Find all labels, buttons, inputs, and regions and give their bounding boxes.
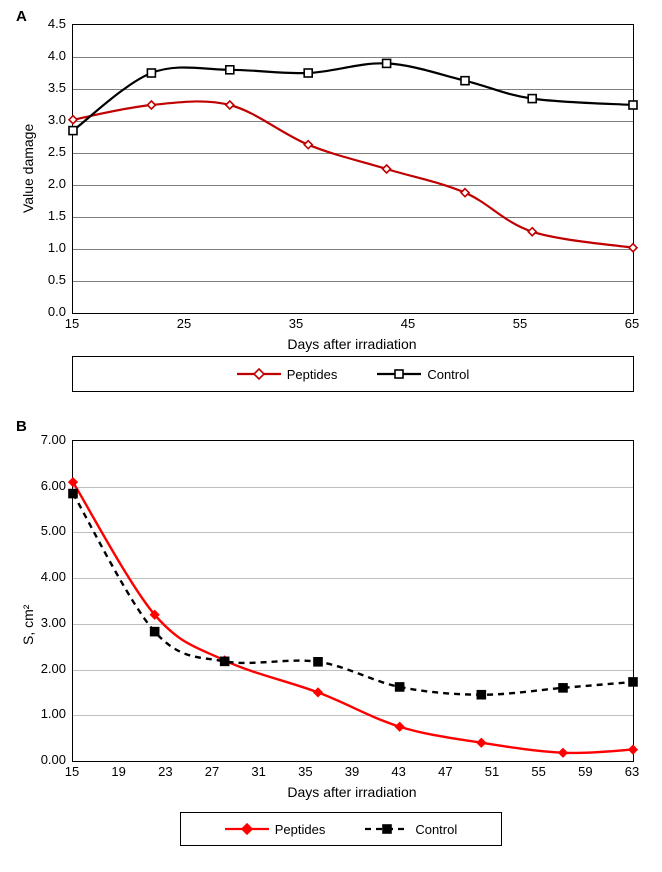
chart-a-legend-label: Control [427, 367, 469, 382]
chart-a-marker [69, 116, 77, 124]
chart-a-legend-item: Control [377, 367, 469, 382]
chart-a-marker [304, 141, 312, 149]
chart-b-x-tick-label: 31 [245, 764, 273, 779]
chart-a-y-tick-label: 4.5 [28, 16, 66, 31]
chart-a-y-axis-title: Value damage [20, 124, 36, 213]
chart-a-marker [629, 244, 637, 252]
chart-b-marker [221, 657, 229, 665]
chart-b-x-tick-label: 59 [571, 764, 599, 779]
chart-a-y-tick-label: 2.0 [28, 176, 66, 191]
chart-a-x-tick-label: 25 [170, 316, 198, 331]
chart-b-marker [314, 658, 322, 666]
chart-a-series-line [73, 101, 633, 247]
chart-b-x-tick-label: 39 [338, 764, 366, 779]
chart-b-y-tick-label: 4.00 [28, 569, 66, 584]
chart-a-x-axis-title: Days after irradiation [72, 336, 632, 352]
chart-a-marker [383, 59, 391, 67]
chart-b-y-tick-label: 1.00 [28, 706, 66, 721]
chart-b-x-tick-label: 55 [525, 764, 553, 779]
chart-b-x-axis-title: Days after irradiation [72, 784, 632, 800]
page: A Value damage Days after irradiation Pe… [0, 0, 662, 872]
chart-b-marker [559, 749, 567, 757]
chart-a-x-tick-label: 65 [618, 316, 646, 331]
chart-a-y-tick-label: 3.5 [28, 80, 66, 95]
chart-b-marker [69, 490, 77, 498]
chart-b-marker [477, 691, 485, 699]
chart-b-legend-label: Control [415, 822, 457, 837]
chart-a-marker [226, 66, 234, 74]
chart-a-marker [226, 101, 234, 109]
chart-b-x-tick-label: 43 [385, 764, 413, 779]
chart-b-y-tick-label: 3.00 [28, 615, 66, 630]
chart-b-x-tick-label: 51 [478, 764, 506, 779]
chart-a-legend-item: Peptides [237, 367, 338, 382]
chart-a-marker [528, 95, 536, 103]
chart-a-x-tick-label: 35 [282, 316, 310, 331]
chart-b-legend-swatch [225, 822, 269, 836]
chart-a-marker [69, 127, 77, 135]
panel-b-label: B [16, 418, 27, 435]
panel-a-label: A [16, 8, 27, 25]
chart-b-legend-item: Peptides [225, 822, 326, 837]
chart-a-y-tick-label: 3.0 [28, 112, 66, 127]
chart-a-y-tick-label: 1.0 [28, 240, 66, 255]
chart-a-marker [528, 228, 536, 236]
chart-b-series-line [73, 482, 633, 753]
chart-a-marker [383, 165, 391, 173]
chart-a-marker [147, 101, 155, 109]
chart-a-legend-label: Peptides [287, 367, 338, 382]
chart-b-x-tick-label: 15 [58, 764, 86, 779]
chart-a-svg [73, 25, 633, 313]
chart-b-marker [151, 628, 159, 636]
chart-a-marker [461, 77, 469, 85]
chart-b-marker [396, 683, 404, 691]
chart-a-y-tick-label: 1.5 [28, 208, 66, 223]
chart-b-legend-item: Control [365, 822, 457, 837]
chart-b-x-tick-label: 47 [431, 764, 459, 779]
chart-b-marker [559, 684, 567, 692]
chart-a-y-tick-label: 4.0 [28, 48, 66, 63]
chart-b-legend: Peptides Control [180, 812, 502, 846]
chart-a-marker [629, 101, 637, 109]
chart-b-marker [314, 688, 322, 696]
chart-b-plot-area [72, 440, 634, 762]
chart-b-y-tick-label: 2.00 [28, 661, 66, 676]
chart-a-marker [147, 69, 155, 77]
chart-b-svg [73, 441, 633, 761]
chart-b-y-tick-label: 6.00 [28, 478, 66, 493]
chart-a-legend-swatch [377, 367, 421, 381]
chart-a-plot-area [72, 24, 634, 314]
chart-a-legend: Peptides Control [72, 356, 634, 392]
chart-a-x-tick-label: 45 [394, 316, 422, 331]
chart-b-marker [477, 739, 485, 747]
chart-b-x-tick-label: 19 [105, 764, 133, 779]
chart-b-y-tick-label: 5.00 [28, 523, 66, 538]
chart-b-x-tick-label: 23 [151, 764, 179, 779]
chart-b-legend-label: Peptides [275, 822, 326, 837]
chart-b-legend-swatch [365, 822, 409, 836]
chart-a-series-line [73, 63, 633, 130]
chart-b-x-tick-label: 63 [618, 764, 646, 779]
chart-b-y-tick-label: 7.00 [28, 432, 66, 447]
chart-a-y-tick-label: 0.5 [28, 272, 66, 287]
chart-b-x-tick-label: 35 [291, 764, 319, 779]
chart-b-x-tick-label: 27 [198, 764, 226, 779]
chart-a-legend-swatch [237, 367, 281, 381]
chart-b-marker [396, 723, 404, 731]
chart-a-x-tick-label: 15 [58, 316, 86, 331]
chart-b-series-line [73, 494, 633, 695]
chart-a-marker [461, 189, 469, 197]
chart-a-marker [304, 69, 312, 77]
chart-a-y-tick-label: 2.5 [28, 144, 66, 159]
chart-a-x-tick-label: 55 [506, 316, 534, 331]
chart-b-marker [629, 678, 637, 686]
chart-b-marker [629, 746, 637, 754]
